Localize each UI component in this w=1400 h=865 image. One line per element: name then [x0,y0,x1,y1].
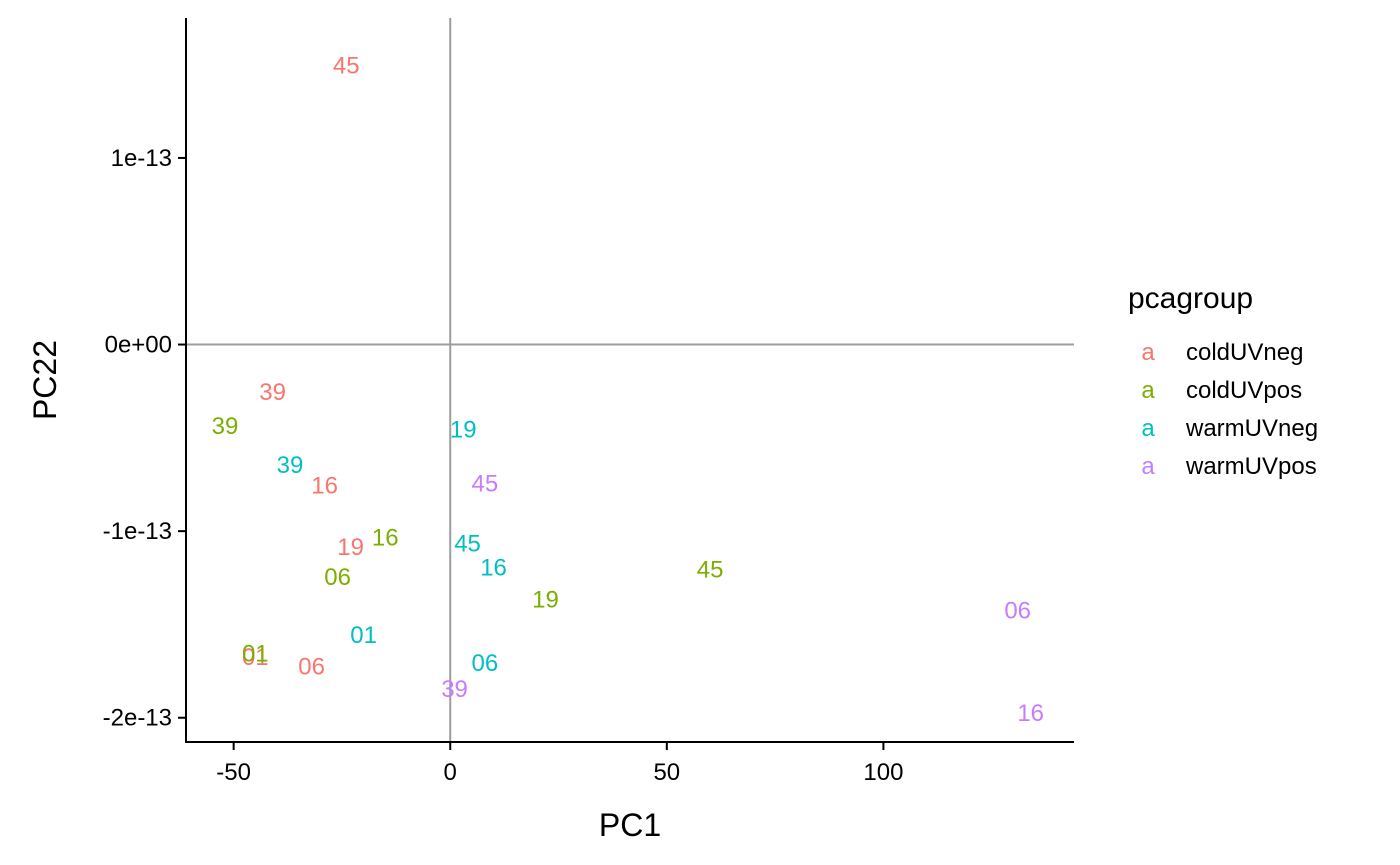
point-label: 16 [372,525,399,552]
point-label: 16 [480,555,507,582]
x-axis-ticks: -50 0 50 100 [216,742,903,786]
legend-label: coldUVneg [1186,339,1303,366]
legend-key-glyph: a [1141,415,1155,442]
point-label: 19 [450,417,477,444]
y-tick-label: -2e-13 [103,705,172,732]
point-label: 01 [242,640,269,667]
point-label: 06 [1004,598,1031,625]
y-tick-label: -1e-13 [103,518,172,545]
point-label: 19 [337,534,364,561]
point-label: 39 [441,676,468,703]
legend-key-glyph: a [1141,339,1155,366]
y-tick-label: 1e-13 [111,145,172,172]
point-label: 39 [212,413,239,440]
point-label: 16 [1017,700,1044,727]
x-axis-title: PC1 [599,807,661,843]
reference-lines [186,18,1074,742]
point-label: 19 [532,586,559,613]
y-tick-label: 0e+00 [105,332,172,359]
point-label: 45 [454,530,481,557]
point-label: 45 [697,556,724,583]
point-label: 06 [324,564,351,591]
point-label: 16 [311,472,338,499]
legend-label: warmUVneg [1185,415,1318,442]
legend-key-glyph: a [1141,377,1155,404]
y-axis-ticks: 1e-13 0e+00 -1e-13 -2e-13 [103,145,186,732]
x-tick-label: -50 [216,759,251,786]
x-tick-label: 50 [653,759,680,786]
axes [185,18,1074,743]
legend-label: warmUVpos [1185,453,1317,480]
x-tick-label: 100 [863,759,903,786]
point-label: 01 [350,622,377,649]
point-label: 06 [472,650,499,677]
point-label: 01 [242,644,269,671]
legend-key-glyph: a [1141,453,1155,480]
x-tick-label: 0 [444,759,457,786]
point-label: 06 [298,653,325,680]
legend-label: coldUVpos [1186,377,1302,404]
point-label: 39 [259,379,286,406]
legend: pcagroup a coldUVneg a coldUVpos a warmUVneg a… [1128,282,1318,480]
point-label: 45 [333,53,360,80]
point-label: 45 [472,471,499,498]
legend-title: pcagroup [1128,282,1253,315]
point-label: 39 [277,452,304,479]
y-axis-title: PC22 [27,340,63,420]
